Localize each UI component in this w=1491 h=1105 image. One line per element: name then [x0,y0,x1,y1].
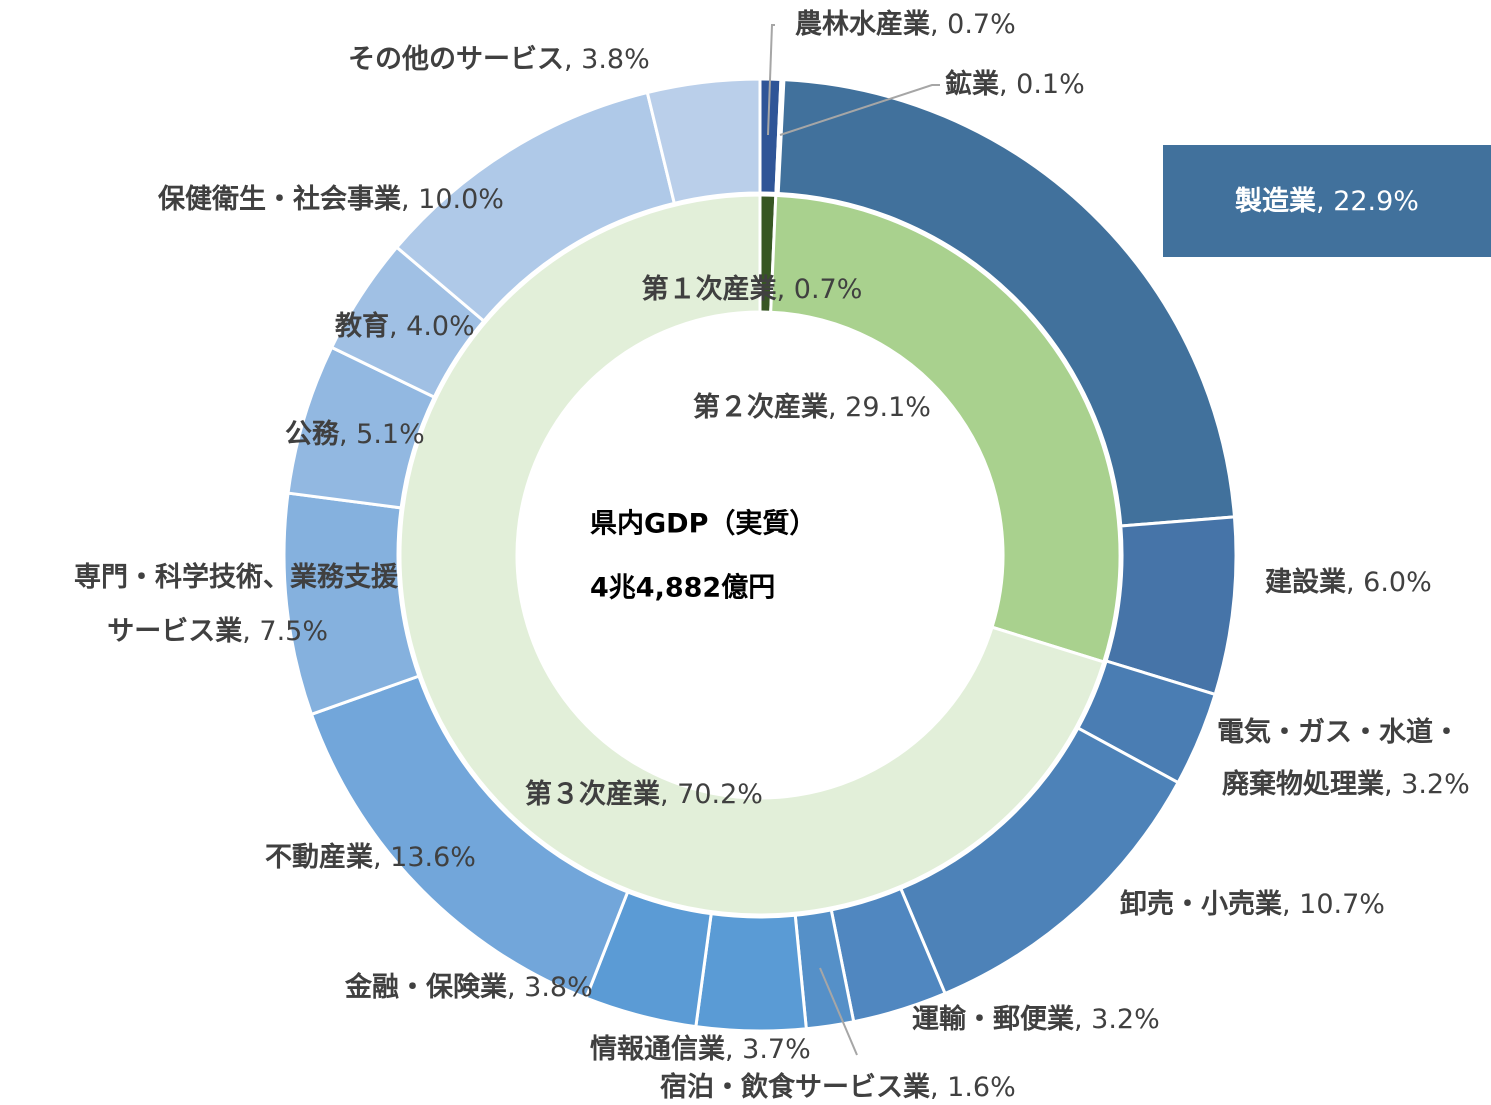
label-value: 22.9% [1333,186,1419,217]
data-label: 製造業, 22.9% [1235,186,1419,217]
label-value: 3.8% [581,44,650,75]
center-text: 県内GDP（実質） [590,508,816,540]
data-label: 宿泊・飲食サービス業, 1.6% [660,1071,1016,1103]
label-value: 6.0% [1363,567,1432,598]
data-label: 不動産業, 13.6% [265,841,476,873]
slice [282,491,421,717]
data-label: 廃棄物処理業, 3.2% [1222,768,1470,800]
data-label: 第１次産業, 0.7% [642,273,863,305]
label-name: 宿泊・飲食サービス業 [660,1071,930,1103]
label-value: , [930,9,947,40]
label-name: サービス業 [107,616,242,647]
label-value: 0.7% [794,274,863,305]
label-name: 情報通信業 [590,1034,725,1065]
label-value: , [564,44,581,75]
label-name: 運輸・郵便業 [912,1003,1074,1035]
label-value: 1.6% [947,1072,1016,1103]
slice [398,193,1106,917]
label-name: 鉱業 [945,68,999,100]
label-value: 5.1% [356,419,425,450]
data-label: 教育, 4.0% [335,310,475,342]
data-label: 保健衛生・社会事業, 10.0% [157,183,504,215]
label-value: , [373,842,390,873]
label-value: , [660,779,677,810]
label-value: , [725,1034,742,1065]
label-value: 3.7% [742,1034,811,1065]
label-value: , [339,419,356,450]
label-value: , [1346,567,1363,598]
data-label: 農林水産業, 0.7% [795,8,1016,40]
leader-line [779,84,940,136]
label-value: 7.5% [259,616,328,647]
label-value: , [1316,186,1333,217]
label-value: 10.7% [1299,889,1385,920]
label-name: その他のサービス [348,44,564,75]
label-name: 電気・ガス・水道・ [1217,716,1460,748]
label-value: , [1282,889,1299,920]
center-text: 4兆4,882億円 [590,573,775,604]
label-name: 金融・保険業 [344,971,507,1003]
label-value: 3.2% [1091,1004,1160,1035]
label-value: , [777,274,794,305]
slice [694,912,808,1033]
label-value: , [389,311,406,342]
leader-line [767,24,775,136]
data-label: 金融・保険業, 3.8% [344,971,593,1003]
label-value: , [828,392,845,423]
label-value: , [930,1072,947,1103]
label-name: 第３次産業 [525,778,660,810]
data-label: 第２次産業, 29.1% [693,391,931,423]
label-value: , [1384,769,1401,800]
label-name: 廃棄物処理業 [1222,768,1384,800]
label-name: 建設業 [1265,566,1346,598]
label-name: 第１次産業 [642,273,777,305]
data-label: 運輸・郵便業, 3.2% [912,1003,1160,1035]
data-label: その他のサービス, 3.8% [348,44,650,75]
label-value: , [401,184,418,215]
data-label: 鉱業, 0.1% [945,68,1085,100]
data-label: 公務, 5.1% [285,419,425,450]
label-value: , [242,616,259,647]
label-name: 保健衛生・社会事業 [157,183,401,215]
data-label: 専門・科学技術、業務支援 [74,561,399,593]
data-label: 情報通信業, 3.7% [590,1034,811,1065]
data-label: サービス業, 7.5% [107,616,328,647]
leader-line [819,967,858,1056]
label-name: 不動産業 [265,841,373,873]
highlight-box [1163,145,1491,257]
data-label: 卸売・小売業, 10.7% [1120,888,1385,920]
label-value: 0.7% [947,9,1016,40]
data-label: 第３次産業, 70.2% [525,778,763,810]
label-name: 卸売・小売業 [1120,888,1282,920]
slice [645,77,762,206]
label-value: , [1074,1004,1091,1035]
label-value: 4.0% [406,311,475,342]
data-label: 建設業, 6.0% [1265,566,1432,598]
label-value: 3.8% [524,972,593,1003]
label-value: 0.1% [1016,69,1085,100]
label-value: 29.1% [845,392,931,423]
label-name: 製造業 [1235,186,1316,217]
slice [776,78,1237,528]
label-value: 70.2% [677,779,763,810]
label-value: , [999,69,1016,100]
slice [769,193,1122,664]
label-value: 10.0% [418,184,504,215]
label-name: 専門・科学技術、業務支援 [74,561,399,593]
label-name: 農林水産業 [795,8,930,40]
data-label: 電気・ガス・水道・ [1217,716,1460,748]
label-value: 13.6% [390,842,476,873]
label-value: 3.2% [1401,769,1470,800]
label-name: 第２次産業 [693,391,828,423]
label-name: 公務 [285,419,340,450]
label-name: 教育 [335,310,389,342]
label-value: , [507,972,524,1003]
